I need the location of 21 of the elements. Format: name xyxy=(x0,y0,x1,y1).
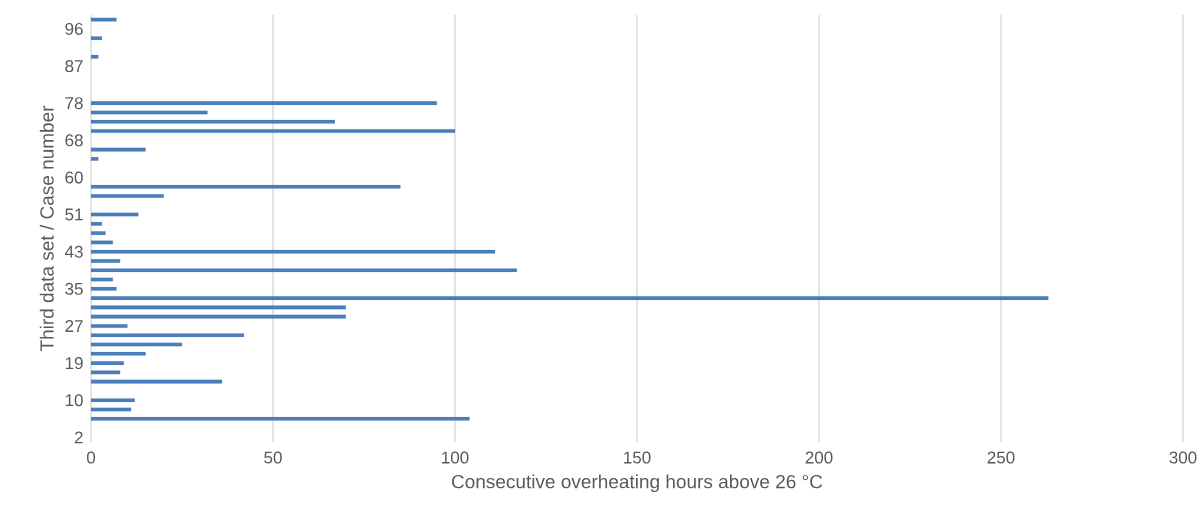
y-tick-label: 10 xyxy=(65,394,83,407)
x-axis-title: Consecutive overheating hours above 26 °C xyxy=(451,474,823,493)
y-tick-label: 78 xyxy=(65,97,83,110)
y-tick-label: 2 xyxy=(74,431,83,444)
y-tick-label: 96 xyxy=(65,22,83,35)
y-tick-label: 35 xyxy=(65,282,83,295)
y-tick-label: 60 xyxy=(65,171,83,184)
x-tick-label: 300 xyxy=(1169,451,1197,464)
y-tick-label: 51 xyxy=(65,208,83,221)
y-tick-label: 19 xyxy=(65,357,83,370)
y-tick-label: 87 xyxy=(65,60,83,73)
x-tick-label: 0 xyxy=(86,451,96,464)
y-axis-title: Third data set / Case number xyxy=(39,105,54,352)
y-tick-label: 27 xyxy=(65,320,83,332)
x-tick-label: 250 xyxy=(987,451,1015,464)
y-tick-label: 43 xyxy=(64,245,83,258)
y-tick-label: 68 xyxy=(65,134,83,147)
x-tick-label: 150 xyxy=(624,451,651,464)
x-tick-label: 50 xyxy=(264,451,282,464)
x-tick-label: 100 xyxy=(442,451,469,464)
x-tick-label: 200 xyxy=(805,451,833,464)
